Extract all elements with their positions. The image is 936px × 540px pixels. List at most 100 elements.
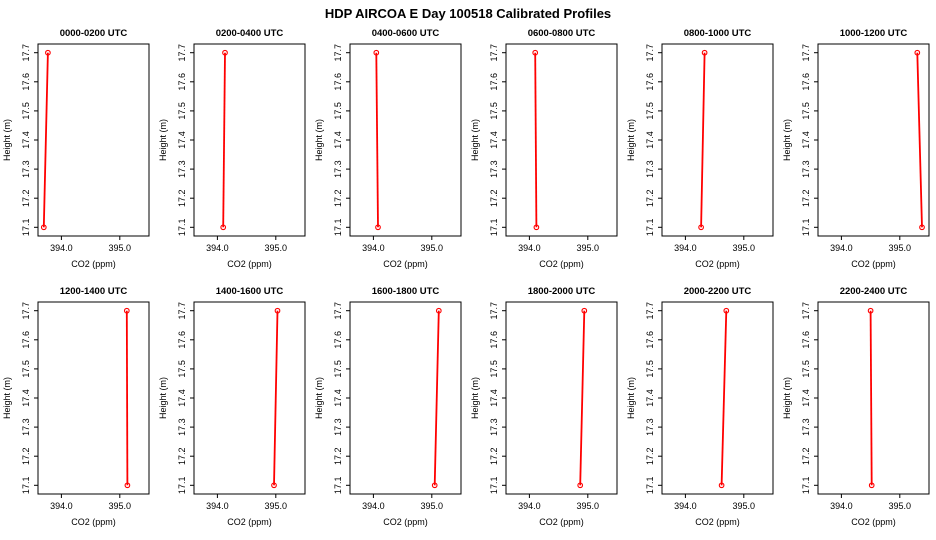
x-tick-label: 394.0 [830,243,853,253]
y-tick-label: 17.2 [645,447,655,465]
y-tick-label: 17.1 [801,477,811,495]
y-tick-label: 17.6 [21,331,31,349]
profile-panel: 0000-0200 UTC 394.0 395.0 17.1 17.2 17.3 17.4 1… [0,24,156,282]
profile-panel: 1200-1400 UTC 394.0 395.0 17.1 17.2 17.3 17.4 1… [0,282,156,540]
profile-point [919,224,925,231]
x-axis-label: CO2 (ppm) [851,259,896,269]
panel-title: 0000-0200 UTC [60,28,128,39]
x-axis-label: CO2 (ppm) [383,517,428,527]
y-tick-label: 17.3 [489,418,499,436]
profile-point [222,49,228,56]
panel-title: 1800-2000 UTC [528,286,596,297]
x-axis-label: CO2 (ppm) [71,259,116,269]
y-tick-label: 17.5 [801,102,811,120]
profile-panel: 1600-1800 UTC 394.0 395.0 17.1 17.2 17.3 17.4 1… [312,282,468,540]
y-tick-label: 17.2 [21,447,31,465]
y-tick-label: 17.1 [333,477,343,495]
x-tick-label: 394.0 [206,501,229,511]
y-axis-label: Height (m) [626,119,636,161]
y-tick-label: 17.4 [801,389,811,407]
y-tick-label: 17.4 [489,131,499,149]
y-tick-label: 17.2 [801,447,811,465]
x-tick-label: 395.0 [265,501,288,511]
profile-point [532,49,539,56]
profile-panel: 1800-2000 UTC 394.0 395.0 17.1 17.2 17.3 17.4 1… [468,282,624,540]
y-tick-label: 17.7 [645,44,655,62]
x-tick-label: 395.0 [421,243,444,253]
plot-box [817,43,930,237]
profile-chart: 0000-0200 UTC 394.0 395.0 17.1 17.2 17.3 17.4 1… [2,28,150,269]
y-tick-label: 17.6 [177,331,187,349]
plot-box [505,301,618,495]
panel-title: 2200-2400 UTC [840,286,908,297]
panel-title: 0800-1000 UTC [684,28,752,39]
y-tick-label: 17.5 [645,102,655,120]
x-tick-label: 394.0 [830,501,853,511]
plot-box [817,301,930,495]
y-axis-label: Height (m) [782,377,792,419]
y-tick-label: 17.3 [333,160,343,178]
profile-line [916,52,923,228]
y-tick-label: 17.7 [177,302,187,320]
plot-box [37,43,150,237]
y-tick-label: 17.6 [645,331,655,349]
y-tick-label: 17.7 [489,302,499,320]
y-tick-label: 17.1 [177,477,187,495]
y-tick-label: 17.2 [21,189,31,207]
profile-line [42,52,49,228]
y-tick-label: 17.7 [333,44,343,62]
y-tick-label: 17.5 [645,360,655,378]
x-tick-label: 394.0 [362,501,385,511]
y-tick-label: 17.5 [489,102,499,120]
y-tick-label: 17.4 [177,131,187,149]
profile-point [868,482,875,489]
x-axis-label: CO2 (ppm) [851,517,896,527]
x-tick-label: 394.0 [518,501,541,511]
plot-box [37,301,150,495]
profile-chart: 1200-1400 UTC 394.0 395.0 17.1 17.2 17.3 17.4 1… [2,286,150,527]
y-tick-label: 17.7 [177,44,187,62]
y-tick-label: 17.6 [801,331,811,349]
plot-box [349,301,462,495]
profile-chart: 1600-1800 UTC 394.0 395.0 17.1 17.2 17.3 17.4 1… [314,286,462,527]
y-tick-label: 17.1 [21,219,31,237]
y-tick-label: 17.4 [801,131,811,149]
profile-panel: 2200-2400 UTC 394.0 395.0 17.1 17.2 17.3 17.4 1… [780,282,936,540]
profile-line [869,310,873,486]
y-tick-label: 17.3 [801,160,811,178]
y-axis-label: Height (m) [2,119,12,161]
profile-panel: 0600-0800 UTC 394.0 395.0 17.1 17.2 17.3 17.4 1… [468,24,624,282]
profile-point [220,224,227,231]
y-tick-label: 17.2 [645,189,655,207]
y-tick-label: 17.4 [21,389,31,407]
y-tick-label: 17.4 [333,131,343,149]
panel-title: 2000-2200 UTC [684,286,752,297]
page-title: HDP AIRCOA E Day 100518 Calibrated Profi… [324,6,612,21]
y-tick-label: 17.6 [801,73,811,91]
panel-title: 1200-1400 UTC [60,286,128,297]
x-tick-label: 395.0 [109,501,132,511]
x-tick-label: 394.0 [362,243,385,253]
x-axis-label: CO2 (ppm) [383,259,428,269]
y-tick-label: 17.2 [801,189,811,207]
x-tick-label: 394.0 [674,243,697,253]
y-tick-label: 17.6 [645,73,655,91]
plot-box [661,43,774,237]
profile-point [274,307,281,314]
profile-point [577,482,584,489]
y-axis-label: Height (m) [158,119,168,161]
y-axis-label: Height (m) [782,119,792,161]
y-tick-label: 17.5 [21,102,31,120]
y-tick-label: 17.6 [21,73,31,91]
y-axis-label: Height (m) [626,377,636,419]
profile-point [271,482,277,489]
y-tick-label: 17.2 [489,447,499,465]
profile-point [533,224,540,231]
y-tick-label: 17.5 [21,360,31,378]
y-tick-label: 17.3 [21,418,31,436]
y-tick-label: 17.4 [333,389,343,407]
plot-box [661,301,774,495]
y-tick-label: 17.7 [801,44,811,62]
x-tick-label: 395.0 [109,243,132,253]
y-tick-label: 17.4 [21,131,31,149]
